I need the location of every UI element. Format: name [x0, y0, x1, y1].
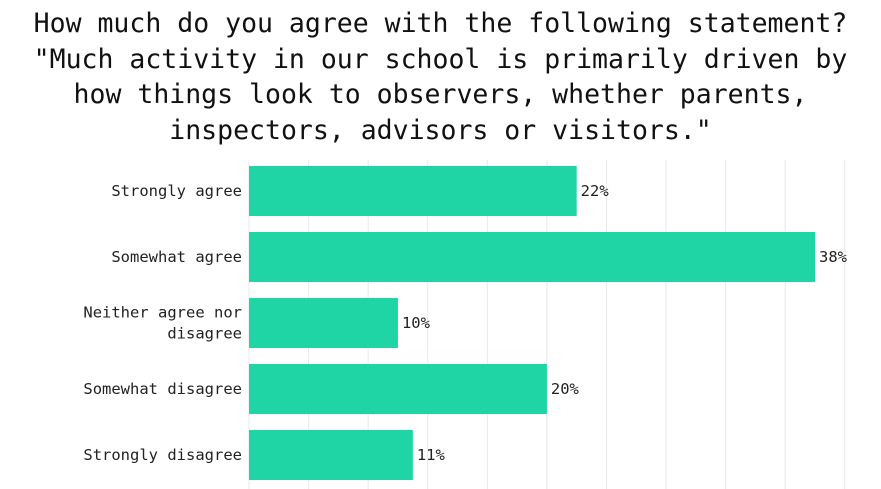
value-label: 10%	[402, 314, 431, 332]
chart-title: How much do you agree with the following…	[33, 8, 848, 146]
bars	[249, 166, 815, 480]
value-label: 22%	[581, 182, 610, 200]
bar	[249, 364, 547, 414]
category-label-line: Strongly agree	[111, 182, 242, 200]
bar	[249, 232, 815, 282]
value-label: 11%	[417, 446, 446, 464]
category-label: Neither agree nor disagree	[83, 304, 242, 343]
category-label: Strongly agree	[111, 182, 242, 200]
value-label: 20%	[551, 380, 580, 398]
category-label-line: Strongly disagree	[83, 446, 242, 464]
value-label: 38%	[819, 248, 848, 266]
bar	[249, 430, 413, 480]
category-label-line: disagree	[167, 325, 242, 343]
category-label: Somewhat agree	[111, 248, 242, 266]
value-labels: 22% 38% 10% 20% 11%	[402, 182, 848, 464]
category-label-line: Somewhat agree	[111, 248, 242, 266]
category-label-line: Somewhat disagree	[83, 380, 242, 398]
bar	[249, 298, 398, 348]
bar	[249, 166, 577, 216]
category-label: Strongly disagree	[83, 446, 242, 464]
category-labels: Strongly agree Somewhat agree Neither agre…	[83, 182, 242, 464]
category-label: Somewhat disagree	[83, 380, 242, 398]
category-label-line: Neither agree nor	[83, 304, 242, 322]
